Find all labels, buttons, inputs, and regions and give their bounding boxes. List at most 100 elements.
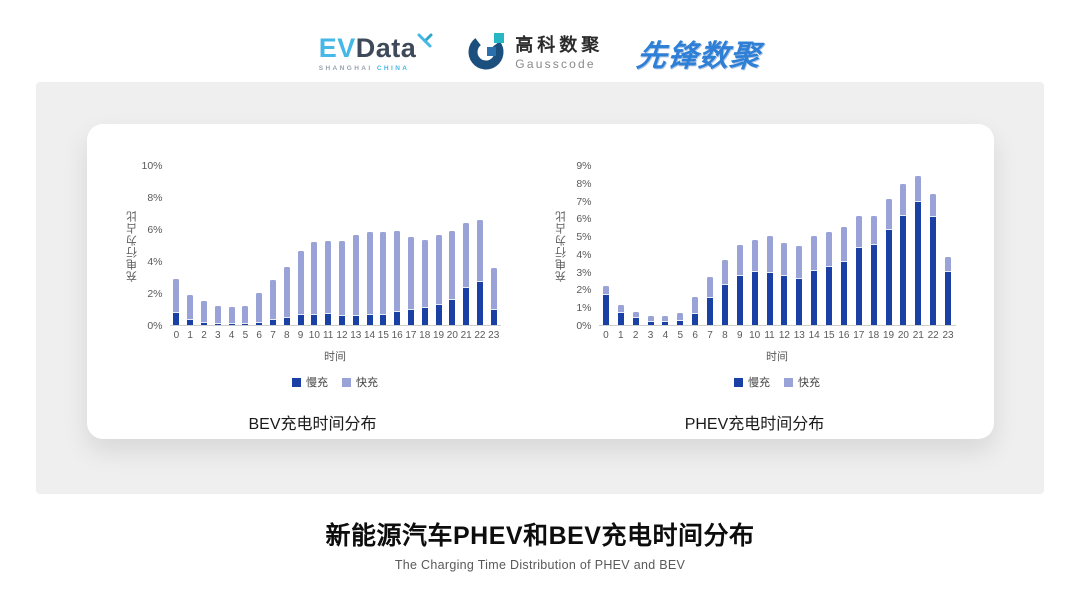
x-tick-label: 2 bbox=[201, 330, 207, 341]
bar-segment-slow bbox=[476, 281, 483, 325]
bar-segment-fast bbox=[311, 241, 318, 314]
x-tick-label: 14 bbox=[363, 330, 376, 341]
bar-segment-slow bbox=[407, 309, 414, 325]
chart-bev: 充电行为占比 0% 2% 4% 6% 8% 10% 0 1 2 3 4 5 6 7 8 9 10 11 12 13 1… bbox=[125, 160, 501, 439]
bar-17 bbox=[404, 166, 418, 325]
x-tick-label: 16 bbox=[838, 330, 850, 341]
page-subtitle: The Charging Time Distribution of PHEV a… bbox=[394, 558, 686, 572]
bar-segment-fast bbox=[173, 278, 180, 313]
x-tick-label: 16 bbox=[391, 330, 403, 341]
x-tick-label: 3 bbox=[215, 330, 221, 341]
x-tick-label: 19 bbox=[883, 330, 895, 341]
bar-segment-slow bbox=[421, 307, 428, 325]
bar-13 bbox=[792, 166, 807, 325]
bar-6 bbox=[688, 166, 703, 325]
bar-segment-slow bbox=[677, 319, 684, 325]
y-axis-title: 充电行为占比 bbox=[126, 210, 138, 282]
bar-5 bbox=[238, 166, 252, 325]
bar-5 bbox=[673, 166, 688, 325]
x-axis-title: 时间 bbox=[324, 351, 346, 363]
x-tick-label: 9 bbox=[297, 330, 304, 341]
x-tick-label: 19 bbox=[432, 330, 445, 341]
evdata-wordmark: EVData bbox=[319, 32, 433, 63]
bar-18 bbox=[418, 166, 432, 325]
x-axis-labels: 0 1 2 3 4 5 6 7 8 9 10 11 12 13 14 15 16 17 18 19 20 21 22 23 bbox=[170, 330, 501, 341]
y-tick-label: 3% bbox=[576, 266, 592, 279]
footer: 新能源汽车PHEV和BEV充电时间分布 The Charging Time Di… bbox=[0, 516, 1080, 572]
bar-segment-slow bbox=[338, 315, 345, 325]
bar-segment-slow bbox=[173, 312, 180, 325]
x-tick-label: 15 bbox=[377, 330, 389, 341]
bar-20 bbox=[896, 166, 911, 325]
bar-segment-fast bbox=[840, 227, 847, 261]
bar-segment-slow bbox=[242, 322, 249, 325]
bar-15 bbox=[822, 166, 837, 325]
legend-swatch-slow bbox=[292, 377, 301, 387]
x-tick-label: 11 bbox=[764, 330, 775, 341]
evdata-data-text: Data bbox=[355, 32, 417, 63]
x-tick-label: 0 bbox=[603, 330, 609, 341]
x-tick-label: 4 bbox=[228, 330, 235, 341]
x-tick-label: 0 bbox=[173, 330, 180, 341]
x-axis-labels: 0 1 2 3 4 5 6 7 8 9 10 11 12 13 14 15 16 17 18 19 20 21 22 23 bbox=[599, 330, 956, 341]
bar-15 bbox=[376, 166, 390, 325]
x-tick-label: 4 bbox=[662, 330, 669, 341]
x-tick-label: 18 bbox=[419, 330, 431, 341]
chart-phev: 充电行为占比 0% 1% 2% 3% 4% 5% 6% 7% 8% 9% 0 1 2 3 4 5 6 7 8 9 10… bbox=[554, 160, 956, 439]
bar-segment-slow bbox=[311, 313, 318, 325]
y-axis-title: 充电行为占比 bbox=[555, 210, 567, 282]
bar-segment-fast bbox=[269, 280, 276, 320]
x-tick-label: 12 bbox=[336, 330, 348, 341]
bar-segment-fast bbox=[338, 241, 345, 316]
bar-10 bbox=[747, 166, 762, 325]
chart-card: 充电行为占比 0% 2% 4% 6% 8% 10% 0 1 2 3 4 5 6 7 8 9 10 11 12 13 1… bbox=[86, 124, 994, 439]
bar-segment-fast bbox=[617, 304, 624, 312]
y-tick-label: 5% bbox=[576, 231, 592, 244]
bar-segment-fast bbox=[463, 223, 470, 287]
x-tick-label: 1 bbox=[618, 330, 624, 341]
bar-segment-slow bbox=[885, 229, 892, 325]
bar-7 bbox=[266, 166, 280, 325]
bar-22 bbox=[926, 166, 941, 325]
bar-segment-fast bbox=[930, 194, 937, 216]
bar-2 bbox=[628, 166, 643, 325]
bar-segment-fast bbox=[366, 232, 373, 314]
x-tick-label: 12 bbox=[778, 330, 790, 341]
chart-title-phev: PHEV充电时间分布 bbox=[684, 416, 825, 433]
bar-segment-fast bbox=[766, 236, 773, 272]
bar-segment-slow bbox=[751, 270, 758, 325]
x-axis-title: 时间 bbox=[766, 351, 788, 363]
bar-segment-fast bbox=[435, 235, 442, 305]
evdata-subline: SHANGHAI CHINA bbox=[319, 65, 417, 72]
bar-segment-fast bbox=[394, 231, 401, 312]
bar-segment-slow bbox=[435, 304, 442, 325]
y-tick-label: 8% bbox=[576, 177, 592, 190]
evdata-shanghai-text: SHANGHAI bbox=[318, 64, 373, 72]
bar-segment-slow bbox=[463, 286, 470, 325]
evdata-logo: EVData SHANGHAI CHINA bbox=[319, 32, 433, 72]
bar-12 bbox=[777, 166, 792, 325]
legend-swatch-slow bbox=[734, 377, 743, 387]
bar-segment-fast bbox=[885, 198, 892, 229]
y-tick-label: 2% bbox=[576, 284, 592, 297]
bar-segment-fast bbox=[407, 237, 414, 309]
x-tick-label: 10 bbox=[308, 330, 320, 341]
bar-segment-slow bbox=[915, 200, 922, 325]
bar-11 bbox=[321, 166, 335, 325]
x-tick-label: 18 bbox=[868, 330, 880, 341]
bar-segment-fast bbox=[380, 232, 387, 314]
bar-segment-slow bbox=[855, 246, 862, 325]
bar-segment-fast bbox=[647, 316, 654, 321]
y-tick-label: 4% bbox=[147, 256, 163, 268]
bar-segment-fast bbox=[214, 305, 221, 323]
bar-segment-slow bbox=[187, 319, 194, 325]
bar-segment-slow bbox=[945, 270, 952, 325]
x-tick-label: 10 bbox=[749, 330, 761, 341]
bar-segment-slow bbox=[811, 269, 818, 325]
y-tick-label: 1% bbox=[576, 302, 592, 315]
bar-segment-slow bbox=[449, 299, 456, 325]
bar-segment-fast bbox=[900, 183, 907, 215]
bar-segment-fast bbox=[707, 277, 714, 297]
bar-segment-fast bbox=[811, 236, 818, 270]
bar-2 bbox=[197, 166, 211, 325]
